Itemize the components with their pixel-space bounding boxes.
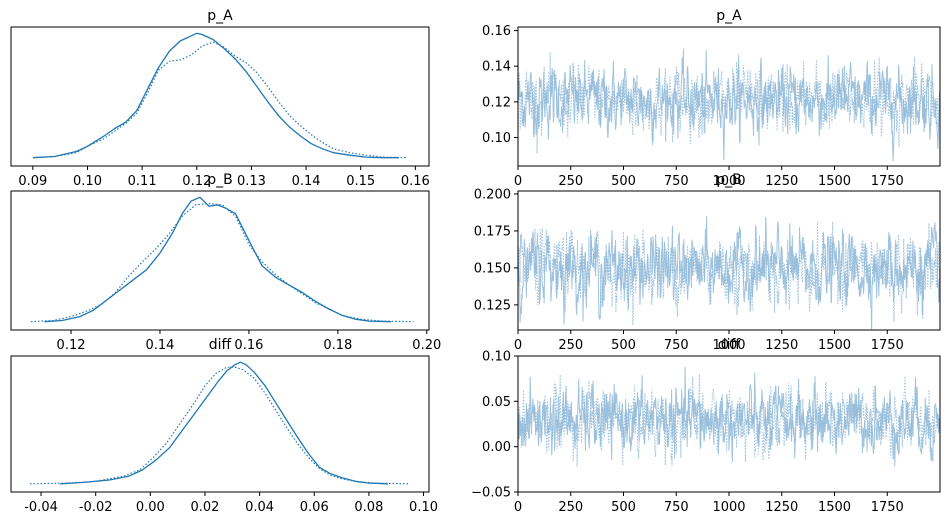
y-tick-label: 0.00: [482, 440, 511, 455]
x-tick-label: 1500: [818, 500, 851, 515]
x-tick-label: 0.02: [190, 500, 219, 515]
x-tick-label: 1500: [818, 338, 851, 353]
x-tick-label: 1000: [712, 174, 745, 189]
subplot-trace-diff-5: 0 250 500 750 1000 1250 1500 1750 −0.05 0.00 0.05 0…: [471, 337, 941, 515]
y-tick-label: 0.12: [482, 95, 511, 110]
plot-area: [518, 366, 940, 467]
x-tick-label: 0.12: [57, 338, 86, 353]
subplot-density-p-a-0: 0.09 0.10 0.11 0.12 0.13 0.14 0.15 0.16 p_A: [10, 8, 430, 189]
subplot-density-diff-4: -0.04 -0.02 0.00 0.02 0.04 0.06 0.08 0.10 diff: [10, 337, 438, 515]
x-tick-label: 0.10: [73, 174, 102, 189]
x-tick-label: 750: [664, 174, 689, 189]
axes-frame: [10, 26, 430, 167]
density-line-chain-2: [30, 203, 414, 323]
density-line-chain-1: [32, 32, 399, 159]
y-tick-label: −0.05: [471, 486, 511, 501]
subplot-title: diff: [718, 337, 741, 353]
y-tick-label: 0.150: [474, 261, 511, 276]
x-tick-label: 0: [514, 500, 522, 515]
trace-line-chain-1: [518, 366, 940, 467]
x-tick-label: 500: [611, 500, 636, 515]
x-tick-label: 0.11: [128, 174, 157, 189]
subplot-title: p_B: [716, 172, 742, 188]
plot-area: [32, 32, 408, 159]
y-tick-label: 0.05: [482, 395, 511, 410]
x-tick-label: 0.12: [182, 174, 211, 189]
subplot-trace-p-b-3: 0 250 500 750 1000 1250 1500 1750 0.125 0.150 0.17…: [474, 172, 941, 353]
y-tick-label: 0.175: [474, 224, 511, 239]
x-tick-label: 1500: [818, 174, 851, 189]
y-tick-label: 0.10: [482, 350, 511, 365]
x-tick-label: 0.08: [354, 500, 383, 515]
x-tick-label: 0.14: [145, 338, 174, 353]
x-tick-label: 0.16: [401, 174, 430, 189]
x-tick-label: 0.00: [136, 500, 165, 515]
y-tick-label: 0.16: [482, 24, 511, 39]
y-tick-label: 0.10: [482, 131, 511, 146]
plot-area: [30, 196, 414, 323]
trace-line-chain-2: [518, 374, 940, 467]
x-tick-label: 750: [664, 338, 689, 353]
x-tick-label: 750: [664, 500, 689, 515]
subplot-trace-p-a-1: 0 250 500 750 1000 1250 1500 1750 0.10 0.12 0.14 0.…: [482, 8, 941, 189]
x-tick-label: 1750: [871, 338, 904, 353]
axes-frame: [10, 190, 430, 331]
x-tick-label: 1250: [765, 174, 798, 189]
density-line-chain-1: [60, 361, 389, 485]
x-tick-label: 0.06: [300, 500, 329, 515]
x-tick-label: 1750: [871, 500, 904, 515]
x-tick-label: 0.14: [292, 174, 321, 189]
x-tick-label: 250: [558, 500, 583, 515]
x-tick-label: 0.04: [245, 500, 274, 515]
subplot-title: diff: [209, 337, 232, 353]
x-tick-label: -0.04: [24, 500, 58, 515]
x-tick-label: 500: [611, 338, 636, 353]
axes-frame: [10, 355, 430, 493]
subplot-density-p-b-2: 0.12 0.14 0.16 0.18 0.20 p_B: [10, 172, 441, 353]
x-tick-label: 0: [514, 174, 522, 189]
x-tick-label: 1000: [712, 500, 745, 515]
x-tick-label: 1250: [765, 338, 798, 353]
x-tick-label: 0.09: [18, 174, 47, 189]
x-tick-label: 0.16: [234, 338, 263, 353]
x-tick-label: 500: [611, 174, 636, 189]
trace-line-chain-2: [518, 221, 940, 326]
x-tick-label: 0.18: [323, 338, 352, 353]
x-tick-label: 1750: [871, 174, 904, 189]
density-line-chain-2: [32, 41, 408, 159]
x-tick-label: 250: [558, 338, 583, 353]
y-tick-label: 0.125: [474, 298, 511, 313]
plot-area: [518, 216, 940, 330]
density-line-chain-1: [44, 196, 392, 323]
plot-area: [518, 48, 940, 162]
plot-area: [30, 361, 410, 485]
trace-line-chain-1: [518, 48, 940, 162]
y-tick-label: 0.200: [474, 187, 511, 202]
subplot-title: p_A: [716, 8, 742, 24]
density-line-chain-2: [30, 366, 410, 485]
x-tick-label: 0.20: [412, 338, 441, 353]
x-tick-label: 1000: [712, 338, 745, 353]
subplot-title: p_A: [207, 8, 233, 24]
x-tick-label: 0.10: [409, 500, 438, 515]
y-tick-label: 0.14: [482, 60, 511, 75]
subplot-title: p_B: [207, 172, 233, 188]
x-tick-label: 250: [558, 174, 583, 189]
trace-line-chain-2: [518, 52, 940, 154]
x-tick-label: -0.02: [79, 500, 113, 515]
x-tick-label: 1250: [765, 500, 798, 515]
x-tick-label: 0.15: [346, 174, 375, 189]
x-tick-label: 0.13: [237, 174, 266, 189]
x-tick-label: 0: [514, 338, 522, 353]
